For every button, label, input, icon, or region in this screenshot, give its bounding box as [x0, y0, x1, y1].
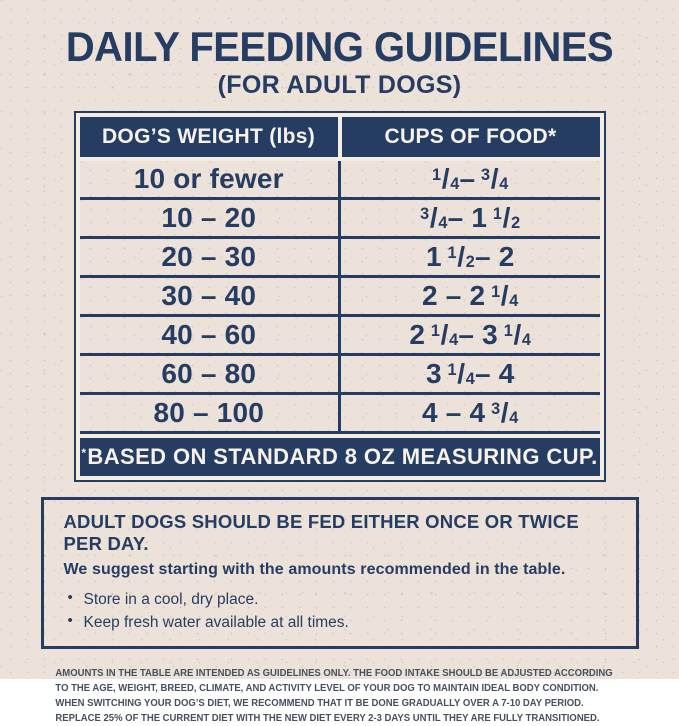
cups-cell: 1 1/2 – 2 — [425, 241, 515, 273]
cups-cell: 2 – 2 1/4 — [421, 280, 519, 312]
weight-cell: 20 – 30 — [80, 239, 341, 276]
weight-cell: 30 – 40 — [80, 278, 341, 315]
bullet-icon: • — [67, 611, 73, 629]
advice-bullet-list: • Store in a cool, dry place. • Keep fresh… — [64, 588, 616, 635]
feeding-table-header-row: DOG’S WEIGHT (lbs) CUPS OF FOOD* — [79, 117, 600, 158]
column-header-cups-of-food: CUPS OF FOOD* — [341, 117, 600, 158]
cups-cell: 4 – 4 3/4 — [421, 397, 519, 429]
advice-bullet-storage: • Store in a cool, dry place. — [67, 588, 259, 608]
weight-cell: 40 – 60 — [80, 317, 341, 354]
feeding-table: DOG’S WEIGHT (lbs) CUPS OF FOOD* 10 or f… — [73, 111, 606, 483]
cups-cell: 3/4 – 1 1/2 — [420, 202, 521, 234]
advice-heading: ADULT DOGS SHOULD BE FED EITHER ONCE OR … — [63, 511, 579, 555]
weight-cell: 80 – 100 — [80, 395, 341, 432]
table-row: 10 – 20 3/4 – 1 1/2 — [79, 200, 600, 240]
table-row: 20 – 30 1 1/2 – 2 — [79, 239, 600, 279]
weight-cell: 10 – 20 — [80, 200, 341, 237]
advice-subheading: We suggest starting with the amounts rec… — [63, 561, 566, 579]
page-title: DAILY FEEDING GUIDELINES — [65, 23, 614, 70]
fine-print: AMOUNTS IN THE TABLE ARE INTENDED AS GUI… — [54, 668, 613, 725]
table-row: 40 – 60 2 1/4 – 3 1/4 — [79, 317, 600, 357]
table-footnote-text: *BASED ON STANDARD 8 OZ MEASURING CUP. — [81, 444, 598, 470]
advice-bullet-water: • Keep fresh water available at all times… — [67, 611, 349, 631]
feeding-table-body: 10 or fewer 1/4 – 3/4 10 – 20 3/4 – 1 1/… — [79, 161, 600, 435]
weight-cell: 60 – 80 — [80, 356, 341, 393]
table-row: 80 – 100 4 – 4 3/4 — [79, 395, 600, 435]
table-row: 60 – 80 3 1/4 – 4 — [79, 356, 600, 396]
table-row: 30 – 40 2 – 2 1/4 — [79, 278, 600, 318]
cups-cell: 3 1/4 – 4 — [425, 358, 515, 390]
weight-cell: 10 or fewer — [80, 161, 341, 198]
page-subtitle: (FOR ADULT DOGS) — [217, 70, 462, 99]
cups-cell: 1/4 – 3/4 — [432, 163, 509, 195]
table-footnote: *BASED ON STANDARD 8 OZ MEASURING CUP. — [79, 438, 600, 477]
feeding-guidelines-panel: DAILY FEEDING GUIDELINES (FOR ADULT DOGS… — [0, 23, 679, 724]
cups-cell: 2 1/4 – 3 1/4 — [409, 319, 532, 351]
advice-box: ADULT DOGS SHOULD BE FED EITHER ONCE OR … — [40, 497, 639, 650]
panel-header: DAILY FEEDING GUIDELINES (FOR ADULT DOGS… — [0, 23, 679, 99]
table-row: 10 or fewer 1/4 – 3/4 — [79, 161, 600, 201]
column-header-dog-weight: DOG’S WEIGHT (lbs) — [79, 117, 338, 158]
bullet-icon: • — [67, 588, 73, 606]
